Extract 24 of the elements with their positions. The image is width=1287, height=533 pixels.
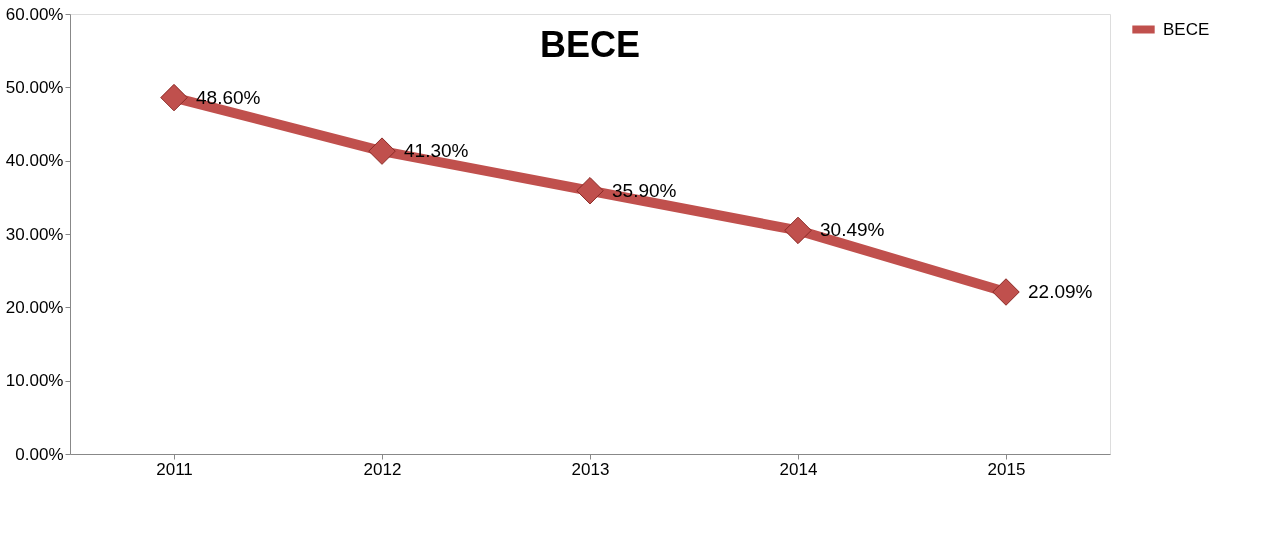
point <box>368 137 396 165</box>
text: 41.30% <box>404 140 469 162</box>
point <box>992 278 1020 306</box>
x-tick-label: 2013 <box>571 459 610 479</box>
y-tick-label: 10.00% <box>5 371 64 391</box>
point <box>784 216 812 245</box>
y-tick-label: 30.00% <box>5 224 64 244</box>
y-tick-label: 50.00% <box>5 77 64 97</box>
x-tick-label: 2012 <box>363 459 402 479</box>
text: 48.60% <box>196 86 261 108</box>
x-tick-label: 2011 <box>156 459 193 479</box>
x-tick-label: 2014 <box>779 459 818 479</box>
point <box>576 177 604 205</box>
point <box>160 83 188 112</box>
legend-label: BECE <box>1163 19 1210 39</box>
text: 22.09% <box>1028 281 1093 303</box>
text: 35.90% <box>612 179 677 201</box>
y-tick-label: 20.00% <box>5 297 64 317</box>
y-tick-label: 0.00% <box>15 444 64 464</box>
y-tick-label: 40.00% <box>5 151 64 171</box>
text: 30.49% <box>820 219 885 241</box>
x-tick-label: 2015 <box>987 459 1026 479</box>
chart-title: BECE <box>539 24 641 65</box>
y-tick-label: 60.00% <box>5 4 64 24</box>
